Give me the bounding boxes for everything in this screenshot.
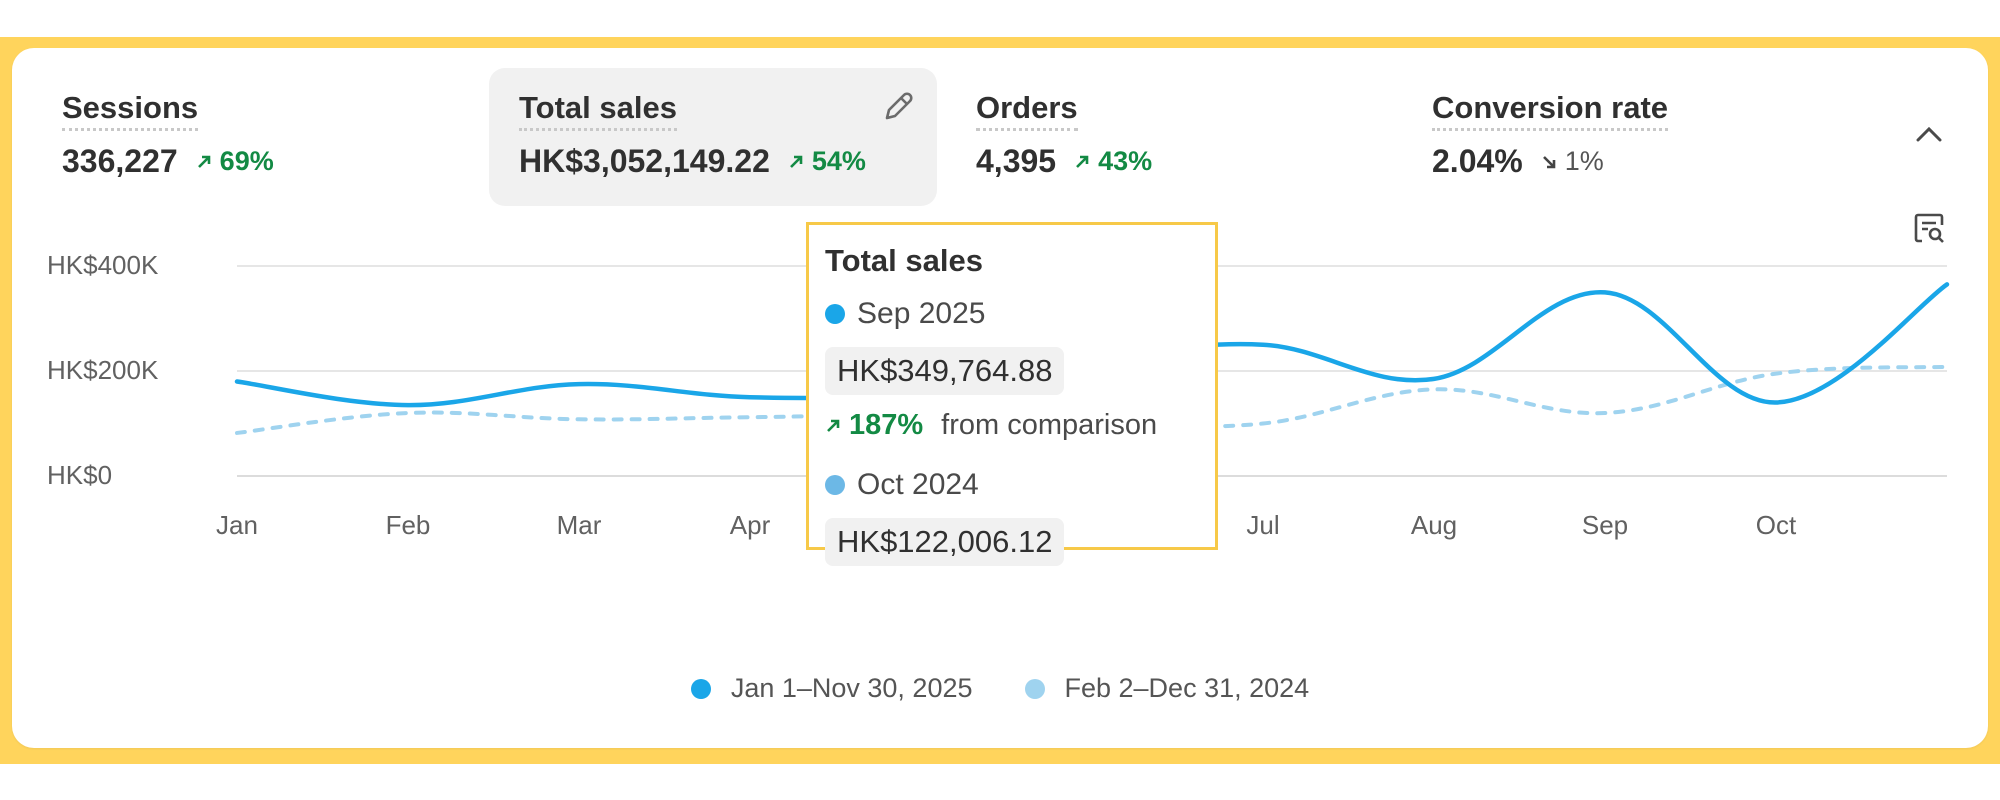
metric-change: 1% <box>1541 146 1604 177</box>
metric-title[interactable]: Total sales <box>519 90 677 131</box>
y-tick-label: HK$200K <box>47 355 159 385</box>
metric-title[interactable]: Sessions <box>62 90 199 131</box>
tooltip-title: Total sales <box>825 243 983 278</box>
metric-change-value: 1% <box>1564 146 1604 176</box>
arrow-up-right-icon <box>789 155 803 168</box>
legend-dot <box>690 678 711 699</box>
tooltip-current-period: Sep 2025 <box>825 297 1199 331</box>
x-tick-label: Feb <box>385 510 431 540</box>
series-line-comparison[interactable] <box>235 364 1949 435</box>
metric-change: 43% <box>1074 146 1152 177</box>
metric-change: 69% <box>196 146 274 177</box>
tooltip-comparison-value: HK$122,006.12 <box>825 518 1065 566</box>
legend-label: Feb 2–Dec 31, 2024 <box>1064 673 1310 703</box>
arrow-up-right-icon <box>827 419 840 432</box>
metric-value: 2.04% <box>1432 143 1523 179</box>
legend-item-current[interactable]: Jan 1–Nov 30, 2025 <box>690 673 973 704</box>
series-dot <box>825 475 845 495</box>
arrow-down-right-icon <box>1542 155 1556 168</box>
chevron-up-icon[interactable] <box>1914 124 1944 149</box>
x-tick-label: Jan <box>216 510 258 540</box>
period-label: Sep 2025 <box>857 297 986 330</box>
metric-orders[interactable]: Orders 4,395 43% <box>946 68 1394 206</box>
metric-conversion-rate[interactable]: Conversion rate 2.04% 1% <box>1402 68 1850 206</box>
x-tick-label: Jul <box>1246 510 1280 540</box>
tooltip-current-value: HK$349,764.88 <box>825 347 1065 395</box>
legend-label: Jan 1–Nov 30, 2025 <box>730 673 973 703</box>
metric-title[interactable]: Conversion rate <box>1432 90 1669 131</box>
metric-title[interactable]: Orders <box>976 90 1078 131</box>
change-percent: 187% <box>825 409 923 442</box>
change-text: from comparison <box>941 409 1158 441</box>
tooltip-change: 187% from comparison <box>825 409 1199 442</box>
metric-change-value: 54% <box>811 146 866 176</box>
arrow-up-right-icon <box>1076 155 1089 168</box>
arrow-up-right-icon <box>197 155 210 168</box>
chart-tooltip: Total sales Sep 2025 HK$349,764.88 187% … <box>806 222 1218 566</box>
x-tick-label: Mar <box>556 510 602 540</box>
x-tick-label: Sep <box>1581 510 1629 540</box>
metric-total-sales[interactable]: Total sales HK$3,052,149.22 54% <box>489 68 937 206</box>
y-tick-label: HK$400K <box>47 250 159 280</box>
metric-value: 336,227 <box>62 143 178 179</box>
metric-value: HK$3,052,149.22 <box>519 143 770 179</box>
chart-legend: Jan 1–Nov 30, 2025 Feb 2–Dec 31, 2024 <box>12 673 1988 704</box>
x-tick-label: Oct <box>1755 510 1797 540</box>
metric-change-value: 69% <box>219 146 274 176</box>
x-tick-label: Aug <box>1410 510 1458 540</box>
analytics-card: Sessions 336,227 69% Total sales HK$3,05… <box>12 48 1988 748</box>
metric-value: 4,395 <box>976 143 1057 179</box>
metric-change: 54% <box>788 146 866 177</box>
y-tick-label: HK$0 <box>47 460 113 490</box>
tooltip-comparison-period: Oct 2024 <box>825 468 1199 502</box>
metric-change-value: 43% <box>1098 146 1153 176</box>
legend-item-comparison[interactable]: Feb 2–Dec 31, 2024 <box>1024 673 1310 704</box>
x-tick-label: Apr <box>729 510 771 540</box>
chart-search-icon[interactable] <box>1912 211 1948 252</box>
series-dot <box>825 304 845 324</box>
period-label: Oct 2024 <box>857 468 979 501</box>
change-value: 187% <box>849 409 924 441</box>
legend-dot <box>1024 678 1045 699</box>
pencil-icon[interactable] <box>881 90 915 129</box>
metric-sessions[interactable]: Sessions 336,227 69% <box>32 68 480 206</box>
